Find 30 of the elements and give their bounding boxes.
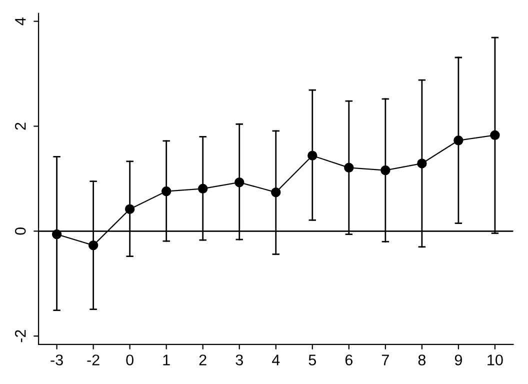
x-tick-label: -2 bbox=[87, 354, 100, 366]
point bbox=[52, 229, 62, 240]
x-tick-label: 2 bbox=[199, 354, 206, 366]
y-tick-label: 4 bbox=[15, 18, 26, 26]
x-tick-label: 9 bbox=[454, 354, 462, 366]
x-tick-label: 7 bbox=[382, 354, 389, 366]
point bbox=[271, 187, 281, 198]
point bbox=[124, 204, 135, 214]
x-tick-label: -3 bbox=[50, 354, 63, 366]
x-tick-label: 5 bbox=[308, 354, 316, 366]
point bbox=[454, 136, 464, 146]
point bbox=[308, 150, 318, 160]
x-tick-label: 4 bbox=[272, 354, 280, 366]
x-tick-label: 3 bbox=[236, 354, 243, 366]
point bbox=[380, 165, 390, 176]
y-tick-label: 2 bbox=[14, 122, 26, 130]
point bbox=[161, 186, 172, 196]
x-tick-label: 6 bbox=[345, 354, 352, 366]
point bbox=[88, 240, 98, 250]
point bbox=[198, 184, 208, 194]
x-tick-label: 8 bbox=[418, 354, 426, 366]
x-tick-label: 0 bbox=[126, 354, 134, 366]
y-tick-label: 0 bbox=[14, 227, 26, 235]
x-tick-label: 10 bbox=[488, 354, 503, 366]
x-tick-label: 1 bbox=[163, 354, 170, 366]
point bbox=[417, 158, 427, 168]
point bbox=[490, 130, 500, 140]
point bbox=[234, 177, 244, 188]
y-tick-label: -2 bbox=[14, 330, 26, 342]
point bbox=[344, 162, 354, 173]
